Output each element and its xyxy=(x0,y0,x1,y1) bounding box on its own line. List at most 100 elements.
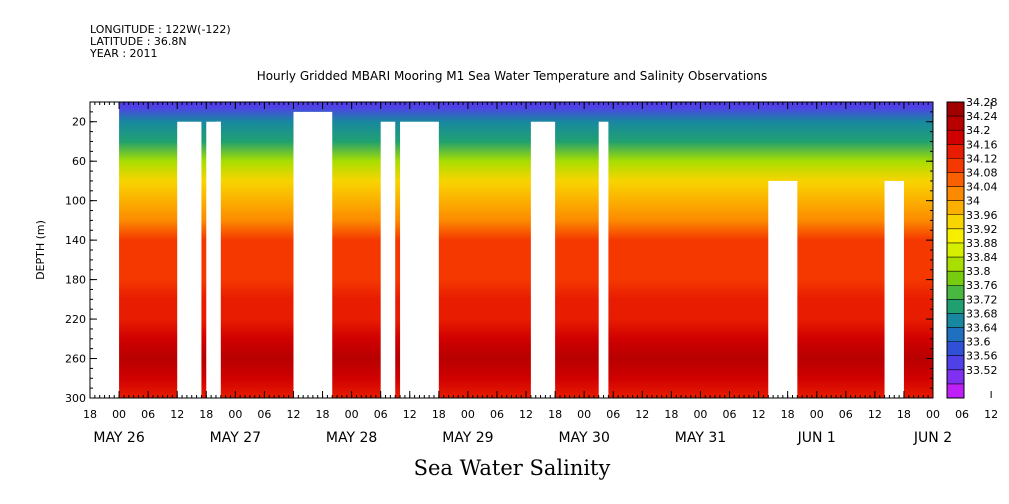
colorbar-label: 34.04 xyxy=(966,181,998,194)
missing-data-gap xyxy=(400,121,439,398)
y-axis-label: DEPTH (m) xyxy=(34,220,47,280)
colorbar-swatch xyxy=(947,214,964,230)
x-axis-title: Sea Water Salinity xyxy=(414,456,611,480)
x-tick-label: 18 xyxy=(83,408,97,421)
x-tick-label: 06 xyxy=(606,408,620,421)
y-tick-label: 20 xyxy=(72,116,86,129)
x-tick-label: 00 xyxy=(926,408,940,421)
colorbar-swatch xyxy=(947,355,964,371)
missing-data-gap xyxy=(598,121,609,398)
colorbar-swatch xyxy=(947,172,964,188)
x-tick-label: 12 xyxy=(868,408,882,421)
x-tick-label: 00 xyxy=(228,408,242,421)
colorbar-label: 34 xyxy=(966,195,980,208)
missing-data-gap xyxy=(215,121,221,162)
colorbar-label: 33.6 xyxy=(966,336,991,349)
x-tick-label: 00 xyxy=(345,408,359,421)
colorbar-label: 33.72 xyxy=(966,293,998,306)
x-tick-label: 06 xyxy=(141,408,155,421)
colorbar-label: 34.24 xyxy=(966,110,998,123)
colorbar-label: 34.16 xyxy=(966,138,998,151)
x-date-label: MAY 28 xyxy=(326,430,377,446)
missing-data-gap xyxy=(177,121,202,398)
colorbar-swatch xyxy=(947,158,964,173)
x-tick-label: 00 xyxy=(112,408,126,421)
colorbar-label: 33.92 xyxy=(966,223,998,236)
x-tick-label: 00 xyxy=(461,408,475,421)
x-tick-label: 12 xyxy=(752,408,766,421)
x-tick-label: 06 xyxy=(955,408,969,421)
colorbar-swatch xyxy=(947,383,964,399)
x-date-label: MAY 27 xyxy=(210,430,261,446)
y-tick-label: 180 xyxy=(65,274,86,287)
missing-data-gap xyxy=(293,111,333,398)
x-tick-label: 00 xyxy=(810,408,824,421)
x-tick-label: 12 xyxy=(635,408,649,421)
y-tick-label: 140 xyxy=(65,234,86,247)
y-tick-label: 220 xyxy=(65,313,86,326)
colorbar-swatch xyxy=(947,271,964,286)
missing-data-gap xyxy=(884,180,904,398)
colorbar-swatch xyxy=(947,130,964,145)
x-date-label: JUN 1 xyxy=(797,430,836,446)
colorbar-swatch xyxy=(947,299,964,314)
y-tick-label: 260 xyxy=(65,353,86,366)
colorbar-swatch xyxy=(947,257,964,272)
x-tick-label: 12 xyxy=(286,408,300,421)
colorbar-frame xyxy=(946,101,965,399)
x-tick-label: 18 xyxy=(664,408,678,421)
x-tick-label: 06 xyxy=(257,408,271,421)
colorbar-swatch xyxy=(947,242,964,258)
colorbar-swatch xyxy=(947,369,964,385)
colorbar-label: 33.56 xyxy=(966,350,998,363)
colorbar-label: 34.28 xyxy=(966,96,998,109)
colorbar-swatch xyxy=(947,144,964,159)
x-tick-label: 00 xyxy=(693,408,707,421)
colorbar-label: 33.52 xyxy=(966,364,998,377)
colorbar-swatch xyxy=(947,313,964,329)
x-tick-label: 18 xyxy=(548,408,562,421)
latitude-label: LATITUDE : 36.8N xyxy=(90,35,187,48)
year-label: YEAR : 2011 xyxy=(90,47,158,60)
x-tick-label: 18 xyxy=(316,408,330,421)
x-tick-label: 12 xyxy=(170,408,184,421)
x-date-label: MAY 26 xyxy=(93,430,144,446)
x-tick-label: 06 xyxy=(723,408,737,421)
x-tick-label: 00 xyxy=(577,408,591,421)
colorbar-swatch xyxy=(947,186,964,202)
missing-data-gap xyxy=(90,102,120,398)
colorbar-label: 33.76 xyxy=(966,279,998,292)
missing-data-gap xyxy=(380,121,396,398)
x-tick-label: 12 xyxy=(984,408,998,421)
y-tick-label: 300 xyxy=(65,392,86,405)
metadata-block: LONGITUDE : 122W(-122) LATITUDE : 36.8N … xyxy=(90,24,231,60)
x-tick-label: 06 xyxy=(490,408,504,421)
y-tick-label: 100 xyxy=(65,195,86,208)
colorbar-swatch xyxy=(947,116,964,131)
colorbar-label: 34.12 xyxy=(966,152,998,165)
x-tick-label: 06 xyxy=(374,408,388,421)
colorbar-label: 33.88 xyxy=(966,237,998,250)
colorbar-swatch xyxy=(947,341,964,357)
y-tick-label: 60 xyxy=(72,155,86,168)
colorbar-label: 33.64 xyxy=(966,322,998,335)
x-date-label: MAY 30 xyxy=(558,430,609,446)
x-tick-label: 18 xyxy=(897,408,911,421)
x-date-label: MAY 31 xyxy=(675,430,726,446)
x-date-label: MAY 29 xyxy=(442,430,493,446)
colorbar-label: 34.2 xyxy=(966,124,991,137)
colorbar-swatch xyxy=(947,327,964,343)
colorbar-swatch xyxy=(947,285,964,300)
x-date-label: JUN 2 xyxy=(913,430,952,446)
missing-data-gap xyxy=(530,121,556,398)
x-tick-label: 06 xyxy=(839,408,853,421)
colorbar-label: 33.68 xyxy=(966,307,998,320)
x-tick-label: 18 xyxy=(432,408,446,421)
colorbar-swatch xyxy=(947,200,964,216)
x-tick-label: 18 xyxy=(781,408,795,421)
missing-data-gap xyxy=(206,121,221,398)
missing-data-gap xyxy=(768,180,798,398)
colorbar-label: 33.84 xyxy=(966,251,998,264)
longitude-label: LONGITUDE : 122W(-122) xyxy=(90,23,231,36)
